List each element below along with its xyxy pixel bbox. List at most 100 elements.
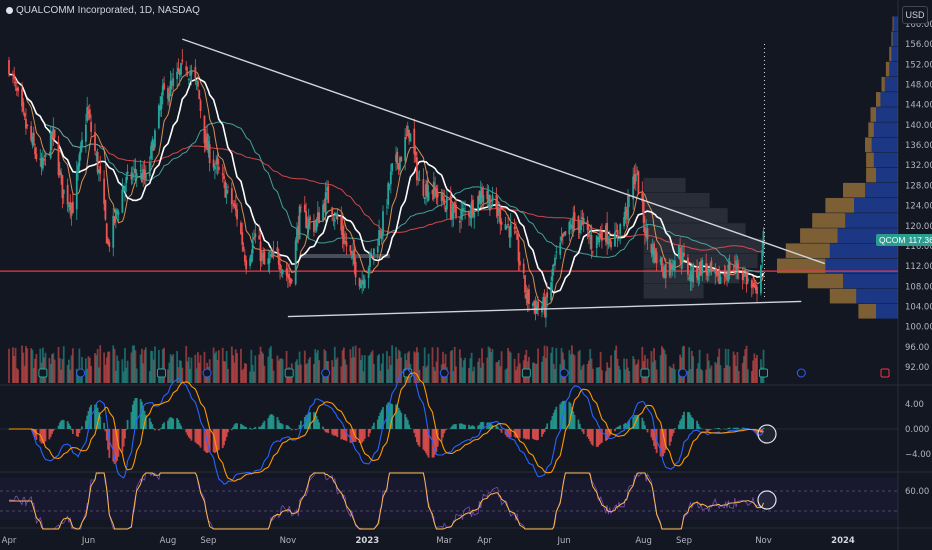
candle bbox=[249, 255, 251, 270]
candle-body bbox=[370, 252, 373, 255]
price-tick-label: 100.00 bbox=[905, 323, 932, 333]
volume-bar bbox=[15, 368, 18, 383]
volume-bar bbox=[641, 346, 644, 383]
candle-body bbox=[378, 230, 380, 246]
macd-histogram-bar bbox=[679, 420, 682, 429]
volume-bar bbox=[700, 369, 702, 383]
candle bbox=[234, 194, 237, 217]
macd-histogram-bar bbox=[432, 429, 435, 458]
volume-bar bbox=[378, 354, 380, 383]
volume-bar bbox=[344, 359, 347, 383]
macd-histogram-bar bbox=[232, 427, 235, 429]
volume-bar bbox=[372, 363, 375, 383]
candle bbox=[564, 231, 567, 237]
macd-histogram-bar bbox=[460, 423, 463, 429]
candle-body bbox=[344, 240, 347, 243]
volume-bar bbox=[150, 350, 152, 383]
candle bbox=[680, 245, 683, 275]
candle-body bbox=[207, 140, 210, 153]
profile-bar-down bbox=[812, 213, 846, 228]
volume-bar bbox=[436, 347, 439, 383]
volume-bar bbox=[628, 371, 631, 383]
candle bbox=[324, 182, 327, 224]
candle-body bbox=[259, 241, 262, 262]
volume-bar bbox=[654, 360, 657, 383]
candle bbox=[322, 199, 324, 223]
macd-histogram-bar bbox=[522, 429, 525, 439]
candle bbox=[60, 168, 63, 185]
candle bbox=[323, 198, 326, 213]
candle bbox=[587, 225, 590, 244]
macd-histogram-bar bbox=[336, 429, 339, 438]
candle bbox=[309, 214, 311, 230]
candle-body bbox=[316, 212, 319, 221]
time-tick-label: Mar bbox=[436, 536, 453, 546]
candle bbox=[445, 189, 448, 219]
macd-histogram-bar bbox=[223, 429, 225, 446]
candle-body bbox=[178, 70, 181, 76]
candle-body bbox=[170, 81, 173, 83]
candle-body bbox=[762, 231, 765, 248]
volume-bar bbox=[696, 368, 698, 383]
volume-bar bbox=[598, 367, 601, 383]
candle bbox=[99, 155, 102, 182]
macd-histogram-bar bbox=[81, 426, 83, 429]
macd-histogram-bar bbox=[51, 429, 53, 434]
candle bbox=[632, 167, 635, 210]
volume-bar bbox=[623, 358, 625, 383]
candle-body bbox=[737, 269, 740, 271]
macd-histogram-bar bbox=[370, 429, 373, 430]
volume-bar bbox=[51, 354, 53, 383]
candle-body bbox=[569, 224, 572, 227]
volume-bar bbox=[486, 357, 489, 383]
time-tick-label: Aug bbox=[160, 536, 177, 546]
candle-body bbox=[290, 279, 293, 282]
volume-bar bbox=[104, 364, 107, 383]
macd-histogram-bar bbox=[568, 401, 571, 429]
profile-bar-up bbox=[843, 273, 898, 289]
candle-body bbox=[117, 212, 120, 215]
macd-histogram-bar bbox=[633, 415, 636, 429]
candle-body bbox=[260, 252, 263, 261]
candle bbox=[154, 128, 156, 150]
price-tick-label: 92.00 bbox=[905, 363, 929, 373]
macd-histogram-bar bbox=[49, 429, 52, 437]
candle bbox=[108, 239, 111, 252]
candle-body bbox=[71, 201, 74, 214]
macd-histogram-bar bbox=[298, 424, 301, 429]
candle-body bbox=[277, 253, 280, 265]
candle bbox=[251, 232, 254, 263]
candle-body bbox=[526, 290, 529, 304]
dividend-marker-icon bbox=[796, 368, 806, 378]
candle-body bbox=[732, 269, 735, 271]
candle bbox=[436, 184, 439, 208]
price-tick-label: 104.00 bbox=[905, 302, 932, 312]
candle bbox=[646, 225, 649, 250]
candle-body bbox=[607, 242, 610, 245]
candle-body bbox=[272, 251, 275, 256]
candle-body bbox=[314, 226, 317, 228]
macd-histogram-bar bbox=[133, 400, 135, 429]
volume-bar bbox=[268, 348, 271, 383]
candle bbox=[496, 196, 499, 224]
volume-bar bbox=[389, 364, 392, 383]
volume-bar bbox=[724, 348, 727, 383]
currency-button[interactable]: USD bbox=[902, 6, 928, 24]
candle-body bbox=[35, 153, 38, 160]
candle bbox=[21, 82, 23, 113]
macd-histogram-bar bbox=[577, 419, 580, 429]
candle-body bbox=[715, 269, 718, 275]
macd-histogram-bar bbox=[563, 400, 566, 429]
candle bbox=[90, 114, 92, 138]
candle-body bbox=[458, 220, 461, 223]
candle bbox=[645, 218, 648, 242]
volume-bar bbox=[117, 360, 120, 383]
candle-body bbox=[654, 249, 657, 263]
macd-histogram-bar bbox=[452, 424, 455, 429]
volume-bar bbox=[577, 351, 580, 383]
volume-bar bbox=[659, 355, 662, 383]
volume-bar bbox=[139, 354, 142, 383]
candle bbox=[591, 250, 594, 257]
candle-body bbox=[391, 163, 394, 172]
